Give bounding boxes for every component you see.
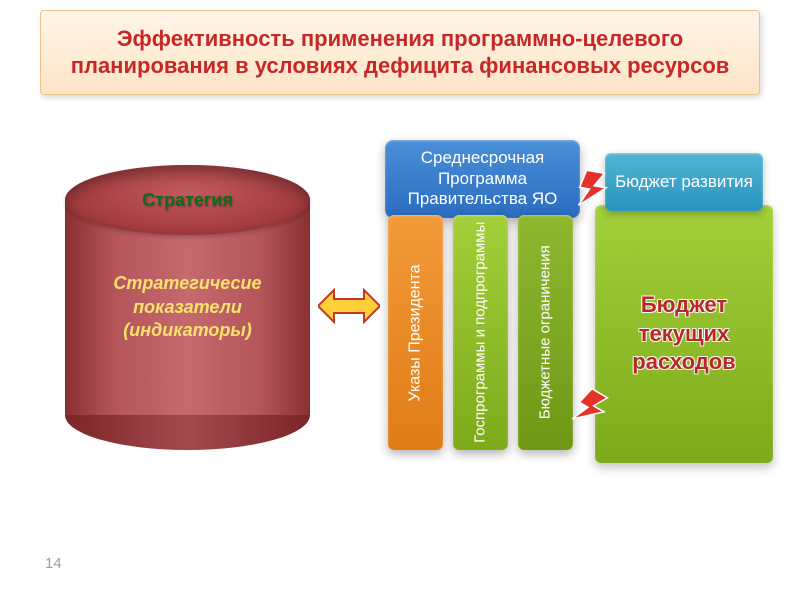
program-box-label: Среднесрочная Программа Правительства ЯО <box>389 148 576 209</box>
vbar-label: Бюджетные ограничения <box>537 246 554 420</box>
program-box: Среднесрочная Программа Правительства ЯО <box>385 140 580 218</box>
title-banner: Эффективность применения программно-целе… <box>40 10 760 95</box>
cylinder-body-label: Стратегичесие показатели (индикаторы) <box>85 272 290 342</box>
vbar-label: Госпрограммы и подпрограммы <box>472 222 489 443</box>
budget-development-box: Бюджет развития <box>605 153 763 211</box>
budget-current-box: Бюджет текущих расходов <box>595 205 773 463</box>
budget-current-label: Бюджет текущих расходов <box>595 291 773 377</box>
vbar-gov-programs: Госпрограммы и подпрограммы <box>453 215 508 450</box>
double-arrow-icon <box>318 288 380 329</box>
strategy-cylinder: Стратегичесие показатели (индикаторы) Ст… <box>65 165 310 450</box>
cylinder-top-label: Стратегия <box>142 190 233 211</box>
lightning-bolt-icon <box>571 167 618 218</box>
page-number: 14 <box>45 555 62 572</box>
cylinder-top: Стратегия <box>65 165 310 235</box>
title-text: Эффективность применения программно-целе… <box>51 26 749 79</box>
vbar-label: Указы Президента <box>407 264 425 401</box>
budget-development-label: Бюджет развития <box>615 172 753 192</box>
vbar-presidential-decrees: Указы Президента <box>388 215 443 450</box>
vbar-budget-limits: Бюджетные ограничения <box>518 215 573 450</box>
